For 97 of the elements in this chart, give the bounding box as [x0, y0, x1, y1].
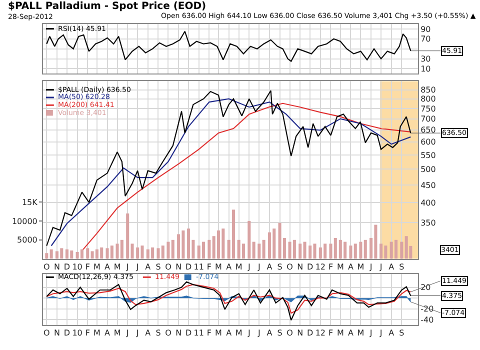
- x-tick-label: 12: [315, 262, 326, 272]
- x-tick-label: M: [336, 262, 344, 272]
- x-tick-label: O: [44, 262, 50, 272]
- x-tick-label: 10: [72, 328, 82, 338]
- x-tick-label: F: [85, 262, 90, 272]
- y-tick-label: 550: [420, 150, 436, 160]
- x-tick-label: J: [135, 262, 139, 272]
- x-tick-label: S: [156, 328, 161, 338]
- line-series: [46, 30, 412, 62]
- x-tick-label: A: [226, 328, 232, 338]
- x-tick-label: A: [145, 328, 152, 338]
- x-tick-label: O: [286, 262, 293, 272]
- x-tick-label: F: [328, 262, 334, 272]
- x-tick-label: N: [297, 328, 304, 338]
- y-tick-label: 400: [420, 198, 436, 208]
- y-tick-label: 20: [420, 283, 431, 292]
- y2-tick-label: 5000: [17, 236, 38, 245]
- x-tick-label: A: [348, 328, 354, 338]
- x-tick-label: J: [135, 328, 139, 338]
- x-tick-label: A: [104, 328, 111, 338]
- x-tick-label: S: [277, 262, 282, 272]
- y-tick-label: 350: [420, 218, 436, 228]
- x-tick-label: 11: [194, 328, 204, 338]
- x-tick-label: J: [368, 262, 372, 272]
- x-tick-label: A: [145, 262, 152, 272]
- line-series: [46, 281, 412, 321]
- y-tick-label: 10: [420, 64, 431, 74]
- x-tick-label: D: [185, 328, 192, 338]
- y-tick-label: -20: [420, 304, 434, 314]
- x-tick-label: F: [85, 328, 90, 338]
- x-tick-label: D: [64, 328, 70, 338]
- line-series: [46, 284, 412, 314]
- y-tick-label: -40: [420, 315, 434, 324]
- x-tick-label: N: [176, 328, 182, 338]
- x-tick-label: D: [307, 328, 314, 338]
- x-tick-label: M: [357, 328, 364, 338]
- x-tick-label: O: [165, 328, 172, 338]
- y-tick-label: 650: [420, 126, 436, 135]
- chart-title: $PALL Palladium - Spot Price (EOD): [8, 1, 206, 12]
- x-tick-label: N: [297, 262, 304, 272]
- x-tick-label: M: [215, 262, 222, 272]
- x-tick-label: F: [206, 328, 212, 338]
- x-tick-label: N: [176, 262, 182, 272]
- x-tick-label: J: [125, 328, 129, 338]
- x-tick-label: M: [336, 328, 344, 338]
- y-tick-label: 700: [420, 114, 436, 124]
- x-tick-label: F: [328, 328, 334, 338]
- x-tick-label: J: [246, 328, 250, 338]
- y-tick-label: 450: [420, 180, 436, 190]
- x-tick-label: D: [185, 262, 192, 272]
- x-tick-label: A: [388, 262, 395, 272]
- x-tick-label: 11: [194, 262, 204, 272]
- y2-tick-label: 10000: [12, 216, 38, 226]
- x-tick-label: O: [44, 328, 50, 338]
- x-tick-label: J: [368, 328, 372, 338]
- y-tick-label: 750: [420, 104, 436, 114]
- x-tick-label: A: [266, 328, 273, 338]
- x-tick-label: O: [286, 328, 293, 338]
- x-tick-label: 12: [315, 328, 326, 338]
- y-tick-label: 850: [420, 86, 436, 95]
- x-tick-label: S: [399, 262, 404, 272]
- x-tick-label: J: [378, 328, 382, 338]
- x-tick-label: J: [378, 262, 382, 272]
- x-tick-label: M: [93, 262, 100, 272]
- x-tick-label: N: [54, 328, 60, 338]
- x-tick-label: M: [93, 328, 100, 338]
- y-tick-label: 500: [420, 165, 436, 174]
- y-tick-label: 800: [420, 94, 436, 104]
- x-tick-label: M: [235, 328, 242, 338]
- y-tick-label: 600: [420, 138, 436, 147]
- x-tick-label: N: [54, 262, 60, 272]
- x-tick-label: S: [277, 328, 282, 338]
- x-tick-label: A: [104, 262, 111, 272]
- x-tick-label: J: [246, 262, 250, 272]
- x-tick-label: A: [226, 262, 232, 272]
- x-tick-label: J: [125, 262, 129, 272]
- x-tick-label: M: [357, 262, 364, 272]
- y-tick-label: 90: [420, 24, 431, 34]
- x-tick-label: F: [206, 262, 212, 272]
- x-tick-label: J: [256, 262, 260, 272]
- x-tick-label: O: [165, 262, 172, 272]
- x-tick-label: D: [307, 262, 314, 272]
- x-tick-label: A: [266, 262, 273, 272]
- y2-tick-label: 15K: [22, 198, 38, 207]
- x-tick-label: 10: [72, 262, 82, 272]
- y-tick-label: 30: [420, 54, 431, 64]
- x-tick-label: M: [235, 262, 242, 272]
- x-tick-label: D: [64, 262, 70, 272]
- x-tick-label: M: [114, 328, 121, 338]
- x-tick-label: J: [256, 328, 260, 338]
- y-tick-label: 70: [420, 34, 431, 44]
- x-tick-label: M: [215, 328, 222, 338]
- x-tick-label: M: [114, 262, 121, 272]
- x-tick-label: A: [388, 328, 395, 338]
- x-tick-label: A: [348, 262, 354, 272]
- x-tick-label: S: [399, 328, 404, 338]
- x-tick-label: S: [156, 262, 161, 272]
